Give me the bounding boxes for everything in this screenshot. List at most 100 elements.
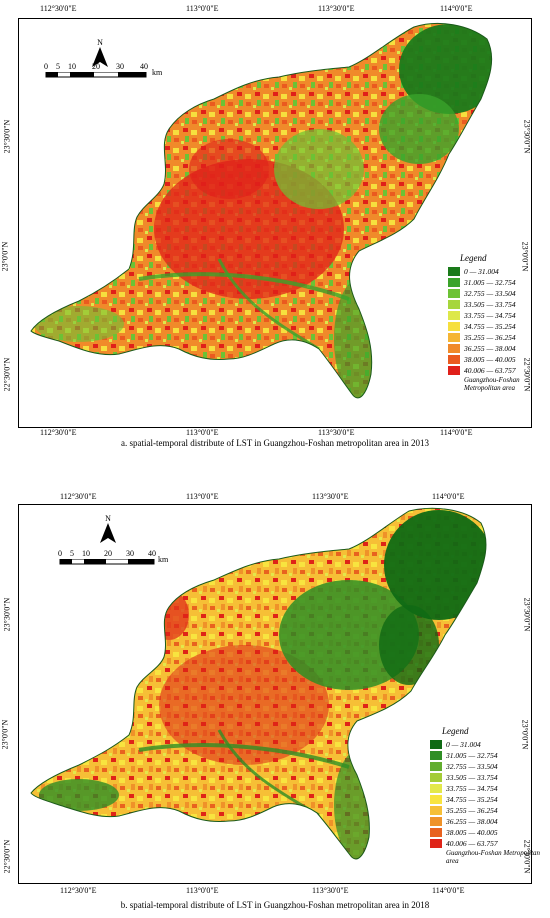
scale-tick: 5 [56, 62, 60, 71]
legend-label: 0 — 31.004 [464, 267, 499, 276]
map-panel-2013: 112°30'0"E 113°0'0"E 113°30'0"E 114°0'0"… [0, 0, 550, 455]
left-tick: 22°30'0"N [2, 357, 12, 392]
legend-label: 35.255 — 36.254 [464, 333, 516, 342]
legend-label: 36.255 — 38.004 [446, 817, 498, 826]
legend-swatch [430, 806, 442, 815]
legend-item: 31.005 — 32.754 [448, 277, 550, 288]
north-label: N [105, 514, 111, 523]
scale-tick: 40 [148, 549, 156, 558]
scale-tick: 20 [92, 62, 100, 71]
scale-tick: 20 [104, 549, 112, 558]
legend-label: 31.005 — 32.754 [446, 751, 498, 760]
legend-item: 35.255 — 36.254 [448, 332, 550, 343]
scale-bar-graphic [59, 559, 155, 565]
bottom-tick: 114°0'0"E [432, 886, 465, 895]
legend-swatch [430, 762, 442, 771]
top-tick: 113°30'0"E [312, 492, 349, 501]
right-tick: 23°30'0"N [522, 119, 532, 154]
legend-item: 34.755 — 35.254 [430, 794, 550, 805]
scale-unit: km [158, 555, 169, 564]
north-arrow-icon [92, 47, 108, 67]
legend-item: 40.006 — 63.757 [430, 838, 550, 849]
legend-swatch [430, 773, 442, 782]
scale-tick: 0 [44, 62, 48, 71]
right-tick: 23°0'0"N [520, 719, 530, 750]
scale-tick: 30 [126, 549, 134, 558]
legend-item: 0 — 31.004 [448, 266, 550, 277]
bottom-tick: 114°0'0"E [440, 428, 473, 437]
top-tick: 113°0'0"E [186, 492, 219, 501]
legend-swatch [430, 740, 442, 749]
left-tick: 23°0'0"N [0, 719, 10, 750]
right-tick: 23°0'0"N [520, 241, 530, 272]
legend-label: 36.255 — 38.004 [464, 344, 516, 353]
legend-label: 34.755 — 35.254 [464, 322, 516, 331]
lst-map-2018 [30, 507, 487, 860]
legend-label: 38.005 — 40.005 [464, 355, 516, 364]
legend-item: 33.755 — 34.754 [448, 310, 550, 321]
top-tick: 113°30'0"E [318, 4, 355, 13]
legend-swatch [448, 311, 460, 320]
top-tick: 113°0'0"E [186, 4, 219, 13]
area-label: Guangzhou-Foshan Metropolitan area [464, 376, 520, 392]
legend-label: 33.505 — 33.754 [464, 300, 516, 309]
legend-swatch [448, 355, 460, 364]
legend-label: 35.255 — 36.254 [446, 806, 498, 815]
legend-item: 33.505 — 33.754 [430, 772, 550, 783]
north-arrow: N [98, 514, 118, 545]
legend-label: 0 — 31.004 [446, 740, 481, 749]
scale-tick: 10 [82, 549, 90, 558]
legend-items: 0 — 31.004 31.005 — 32.754 32.755 — 33.504… [430, 739, 550, 849]
map-frame [18, 504, 532, 884]
legend-swatch [448, 333, 460, 342]
north-arrow-icon [100, 523, 116, 543]
scale-tick: 0 [58, 549, 62, 558]
legend-swatch [430, 828, 442, 837]
bottom-tick: 112°30'0"E [40, 428, 77, 437]
legend-swatch [430, 817, 442, 826]
right-tick: 23°30'0"N [522, 597, 532, 632]
top-tick: 114°0'0"E [440, 4, 473, 13]
legend-item: 33.505 — 33.754 [448, 299, 550, 310]
legend-swatch [448, 366, 460, 375]
lst-map-2013 [30, 22, 493, 399]
caption: b. spatial-temporal distribute of LST in… [120, 900, 430, 910]
scale-tick: 5 [70, 549, 74, 558]
bottom-tick: 113°30'0"E [318, 428, 355, 437]
legend-label: 33.505 — 33.754 [446, 773, 498, 782]
legend: Legend 0 — 31.004 31.005 — 32.754 32.755 —… [430, 726, 550, 865]
legend-item: 31.005 — 32.754 [430, 750, 550, 761]
bottom-tick: 113°0'0"E [186, 886, 219, 895]
map-panel-2018: 112°30'0"E 113°0'0"E 113°30'0"E 114°0'0"… [0, 460, 550, 918]
legend-swatch [448, 300, 460, 309]
top-tick: 114°0'0"E [432, 492, 465, 501]
scale-tick: 30 [116, 62, 124, 71]
area-label: Guangzhou-Foshan Metropolitan area [446, 849, 541, 865]
legend-swatch [430, 839, 442, 848]
legend-item: 34.755 — 35.254 [448, 321, 550, 332]
legend-item: 36.255 — 38.004 [448, 343, 550, 354]
legend-swatch [448, 344, 460, 353]
scale-bar-graphic [45, 72, 147, 78]
scale-bar: 0 5 10 20 30 40 km [44, 62, 174, 78]
legend-label: 33.755 — 34.754 [464, 311, 516, 320]
top-tick: 112°30'0"E [40, 4, 77, 13]
legend-label: 34.755 — 35.254 [446, 795, 498, 804]
left-tick: 23°30'0"N [2, 119, 12, 154]
scale-tick: 40 [140, 62, 148, 71]
legend-label: 38.005 — 40.005 [446, 828, 498, 837]
legend-swatch [448, 289, 460, 298]
scale-bar: 0 5 10 20 30 40 km [58, 549, 188, 565]
legend-swatch [430, 795, 442, 804]
top-tick: 112°30'0"E [60, 492, 97, 501]
legend-label: 32.755 — 33.504 [446, 762, 498, 771]
bottom-tick: 113°30'0"E [312, 886, 349, 895]
legend-item: 38.005 — 40.005 [430, 827, 550, 838]
left-tick: 23°30'0"N [2, 597, 12, 632]
legend-items: 0 — 31.004 31.005 — 32.754 32.755 — 33.504… [448, 266, 550, 376]
left-tick: 23°0'0"N [0, 241, 10, 272]
right-tick: 22°30'0"N [522, 839, 532, 874]
legend-swatch [430, 784, 442, 793]
legend-label: 32.755 — 33.504 [464, 289, 516, 298]
legend-swatch [448, 267, 460, 276]
